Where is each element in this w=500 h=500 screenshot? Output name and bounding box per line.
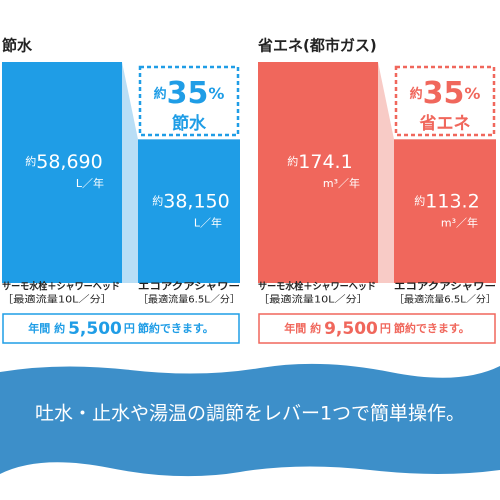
callout-label: 省エネ <box>419 113 471 134</box>
callout-value: 約35% <box>410 76 481 111</box>
summary-suffix: 節約できます。 <box>394 321 470 335</box>
category-label: サーモ水栓＋シャワーヘッド <box>2 281 120 293</box>
bar <box>258 62 378 283</box>
value-prefix: 約 <box>152 193 163 207</box>
value-number: 174.1 <box>298 151 352 173</box>
value-number: 58,690 <box>36 151 102 173</box>
summary-suffix: 節約できます。 <box>138 321 214 335</box>
category-note: ［最適流量6.5L／分］ <box>138 294 240 306</box>
callout-box <box>394 65 496 137</box>
summary: 年間 約 5,500 円節約できます。 <box>28 319 214 339</box>
summary-box <box>258 313 496 344</box>
value-label: 約38,150 <box>152 190 229 212</box>
summary-prefix: 年間 約 <box>284 321 321 335</box>
value-unit: L／年 <box>194 215 222 229</box>
summary: 年間 約 9,500 円節約できます。 <box>284 319 470 339</box>
callout-label: 節水 <box>171 113 207 134</box>
banner-wave <box>0 363 500 477</box>
banner-text: 吐水・止水や湯温の調節をレバー1つで簡単操作。 <box>35 403 465 425</box>
category-label: サーモ水栓＋シャワーヘッド <box>258 281 376 293</box>
summary-value: 9,500 <box>324 319 378 339</box>
category-label: エコアクアシャワー <box>394 282 496 293</box>
category-note: ［最適流量6.5L／分］ <box>394 294 496 306</box>
chart-title: 省エネ(都市ガス) <box>257 37 377 55</box>
value-unit: m³／年 <box>441 215 478 229</box>
value-unit: L／年 <box>76 176 104 190</box>
bar <box>394 139 496 283</box>
callout-value: 約35% <box>154 76 225 111</box>
callout-unit: % <box>208 84 224 103</box>
category-note: ［最適流量10L／分］ <box>2 294 112 306</box>
chart-title: 節水 <box>2 37 33 55</box>
connector <box>378 62 394 283</box>
summary-prefix: 年間 約 <box>28 321 65 335</box>
summary-box <box>2 313 240 344</box>
value-label: 約58,690 <box>25 151 102 173</box>
value-number: 113.2 <box>425 190 479 212</box>
callout-number: 35 <box>423 76 465 111</box>
callout-unit: % <box>464 84 480 103</box>
value-prefix: 約 <box>25 154 36 168</box>
category-note: ［最適流量10L／分］ <box>258 294 368 306</box>
value-label: 約174.1 <box>287 151 352 173</box>
category-label: エコアクアシャワー <box>138 282 240 293</box>
value-prefix: 約 <box>414 193 425 207</box>
connector <box>122 62 138 283</box>
value-unit: m³／年 <box>323 176 360 190</box>
value-prefix: 約 <box>287 154 298 168</box>
bar <box>2 62 122 283</box>
callout-box <box>138 65 240 137</box>
callout-number: 35 <box>167 76 209 111</box>
summary-unit: 円 <box>380 322 391 335</box>
bar <box>138 139 240 283</box>
callout-prefix: 約 <box>410 86 423 102</box>
value-label: 約113.2 <box>414 190 479 212</box>
callout-prefix: 約 <box>154 86 167 102</box>
value-number: 38,150 <box>163 190 229 212</box>
summary-value: 5,500 <box>68 319 122 339</box>
summary-unit: 円 <box>124 322 135 335</box>
